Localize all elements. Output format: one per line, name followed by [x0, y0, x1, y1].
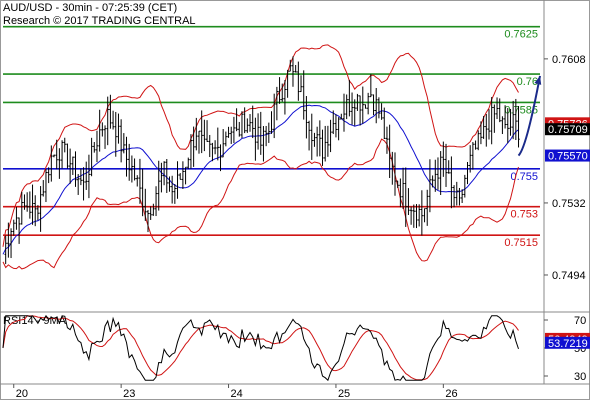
rsi-line: [2, 314, 519, 382]
moving-average-badge-bg: [545, 149, 590, 162]
x-tick-label: 23: [123, 388, 135, 400]
rsi-value-badge-bg: [545, 336, 590, 349]
y-tick-label: 0.7532: [552, 198, 586, 210]
chart-title: AUD/USD - 30min - 07:25:39 (CET): [3, 2, 178, 14]
rsi-value-badge: 53.7219: [548, 338, 588, 350]
chart-subtitle: Research © 2017 TRADING CENTRAL: [3, 15, 196, 27]
y-tick-label: 0.7608: [552, 54, 586, 66]
y-tick-label: 0.7494: [552, 270, 586, 282]
x-tick-label: 20: [16, 388, 28, 400]
forecast-arrow-shaft: [517, 75, 541, 157]
bollinger-lower-band: [2, 138, 519, 270]
level-label-green: 0.7625: [504, 29, 538, 41]
level-label-red: 0.7515: [504, 237, 538, 249]
forecast-arrow-head: [534, 75, 542, 85]
level-label-red: 0.753: [510, 209, 538, 221]
current-price-badge-bg: [545, 123, 590, 136]
x-tick-label: 25: [338, 388, 350, 400]
current-price-badge: 0.75709: [548, 124, 588, 136]
level-label-green: 0.76: [517, 76, 538, 88]
rsi-tick-label: 30: [574, 371, 586, 383]
x-tick-label: 24: [231, 388, 243, 400]
rsi-tick-label: 70: [574, 315, 586, 327]
bollinger-upper-band: [2, 44, 519, 247]
level-label-blue: 0.755: [510, 171, 538, 183]
rsi-title: RSI14 - 9MA: [3, 315, 67, 327]
x-tick-label: 26: [445, 388, 457, 400]
rsi-ma-line: [2, 315, 519, 381]
moving-average-badge: 0.75570: [548, 151, 588, 163]
